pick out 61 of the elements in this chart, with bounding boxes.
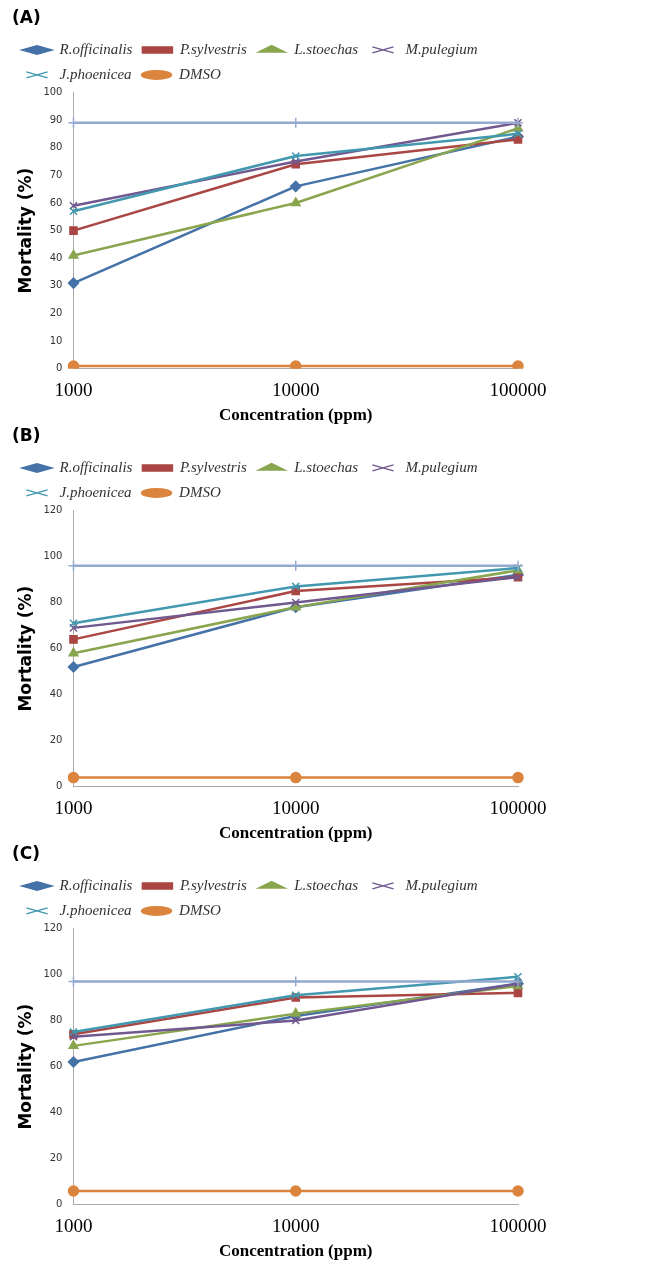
x-tick-label: 1000 — [54, 797, 93, 819]
y-tick-label: 40 — [49, 1106, 63, 1118]
y-tick-label: 70 — [49, 168, 63, 180]
x-tick-label: 1000 — [54, 379, 93, 401]
chart-title: (B) — [12, 424, 41, 445]
x-tick-label: 100000 — [489, 797, 547, 819]
y-tick-label: 80 — [49, 596, 63, 608]
y-tick-label: 40 — [49, 251, 63, 263]
y-tick-label: 120 — [43, 503, 63, 515]
x-tick-label: 1000 — [54, 1215, 93, 1237]
y-tick-label: 60 — [49, 196, 63, 208]
x-axis-title: Concentration (ppm) — [219, 823, 373, 843]
legend-label: L.stoechas — [293, 40, 359, 57]
x-tick-label: 10000 — [271, 379, 320, 401]
legend-label: R.officinalis — [58, 458, 133, 475]
legend-label: DMSO — [178, 483, 221, 500]
y-tick-label: 30 — [49, 279, 63, 291]
x-axis-title: Concentration (ppm) — [219, 405, 373, 425]
y-tick-label: 100 — [43, 968, 63, 980]
y-tick-label: 100 — [43, 85, 63, 97]
legend-label: R.officinalis — [58, 40, 133, 57]
y-tick-label: 0 — [56, 780, 63, 792]
y-tick-label: 20 — [49, 1152, 63, 1164]
chart-title: (C) — [12, 842, 41, 863]
legend-label: L.stoechas — [293, 876, 359, 893]
x-tick-label: 10000 — [271, 1215, 320, 1237]
legend-label: P.sylvestris — [178, 458, 247, 475]
y-tick-label: 10 — [49, 334, 63, 346]
y-tick-label: 40 — [49, 688, 63, 700]
x-tick-label: 10000 — [271, 797, 320, 819]
y-tick-label: 0 — [56, 362, 63, 374]
y-tick-label: 80 — [49, 1014, 63, 1026]
legend-label: J.phoenicea — [59, 65, 132, 82]
y-tick-label: 80 — [49, 141, 63, 153]
y-tick-label: 60 — [49, 1060, 63, 1072]
legend-label: DMSO — [178, 65, 221, 82]
y-tick-label: 60 — [49, 642, 63, 654]
y-tick-label: 100 — [43, 550, 63, 562]
x-tick-label: 100000 — [489, 1215, 547, 1237]
legend-label: J.phoenicea — [59, 901, 132, 918]
x-axis-title: Concentration (ppm) — [219, 1241, 373, 1261]
y-tick-label: 50 — [49, 224, 63, 236]
y-tick-label: 20 — [49, 734, 63, 746]
y-tick-label: 90 — [49, 113, 63, 125]
legend-label: P.sylvestris — [178, 876, 247, 893]
legend-label: J.phoenicea — [59, 483, 132, 500]
legend-label: P.sylvestris — [178, 40, 247, 57]
legend-label: M.pulegium — [404, 876, 478, 893]
legend-label: DMSO — [178, 901, 221, 918]
chart-title: (A) — [12, 6, 41, 27]
y-tick-label: 120 — [43, 921, 63, 933]
y-tick-label: 20 — [49, 307, 63, 319]
legend-label: M.pulegium — [404, 40, 478, 57]
x-tick-label: 100000 — [489, 379, 547, 401]
legend-label: R.officinalis — [58, 876, 133, 893]
legend-label: L.stoechas — [293, 458, 359, 475]
y-axis-title: Mortality (%) — [14, 1003, 35, 1130]
legend-label: M.pulegium — [404, 458, 478, 475]
y-axis-title: Mortality (%) — [14, 167, 35, 294]
y-axis-title: Mortality (%) — [14, 585, 35, 712]
y-tick-label: 0 — [56, 1198, 63, 1210]
